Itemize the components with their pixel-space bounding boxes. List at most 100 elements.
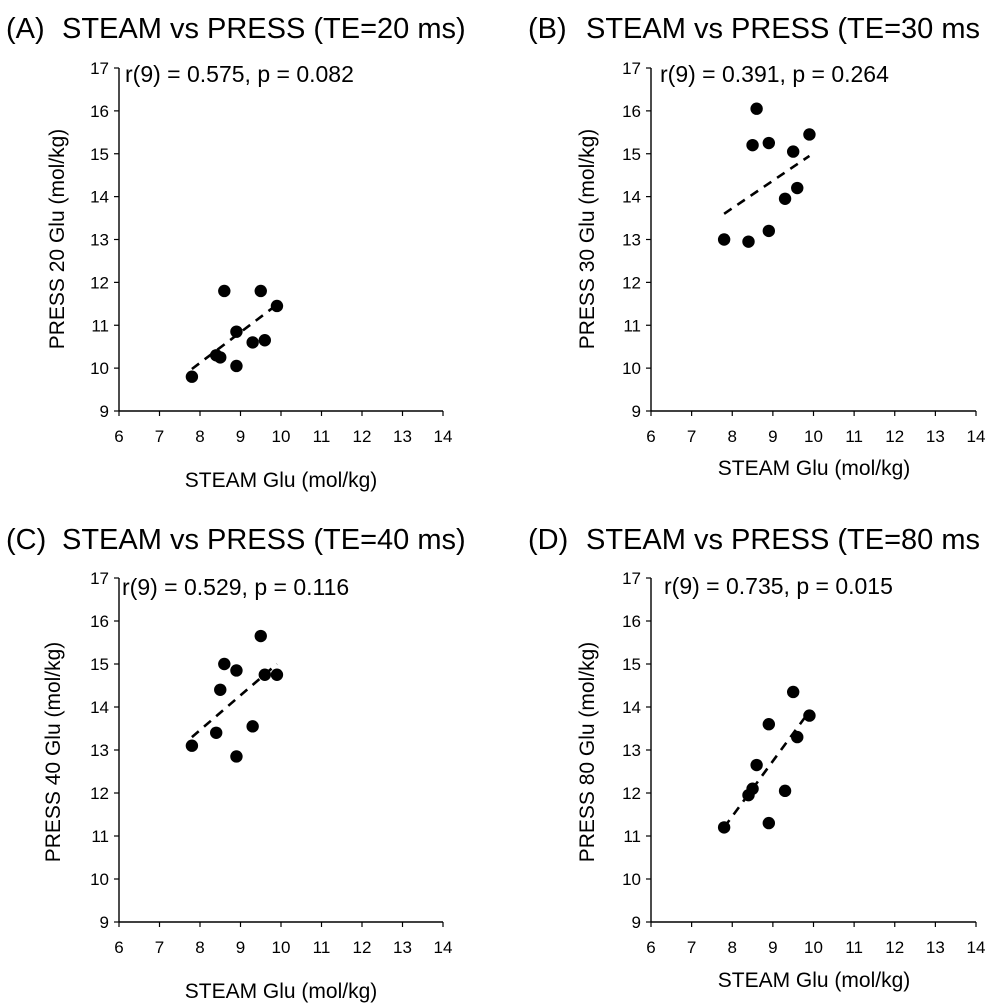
panel-b-x-tick-label: 11	[845, 427, 863, 446]
panel-b-x-tick-label: 10	[804, 427, 823, 446]
panel-d-x-axis-label: STEAM Glu (mol/kg)	[718, 969, 911, 992]
panel-b-x-tick-label: 14	[967, 427, 986, 446]
panel-a-y-axis-label: PRESS 20 Glu (mol/kg)	[46, 129, 69, 350]
panel-c-y-tick-label: 11	[91, 827, 109, 846]
panel-b-x-axis-label: STEAM Glu (mol/kg)	[718, 457, 911, 480]
panel-a-x-tick-label: 8	[195, 427, 204, 446]
panel-b-label: (B)	[528, 13, 567, 45]
panel-c-data-point	[270, 668, 284, 681]
panel-a-y-tick-label: 12	[90, 273, 109, 292]
panel-c-y-tick-label: 10	[90, 870, 109, 889]
panel-c-annotation: r(9) = 0.529, p = 0.116	[122, 574, 349, 600]
panel-b-y-axis-label: PRESS 30 Glu (mol/kg)	[576, 129, 599, 350]
panel-c-data-point	[214, 683, 227, 696]
panel-d-trendline	[723, 710, 811, 829]
panel-d-y-tick-label: 10	[622, 870, 641, 889]
panel-d-x-tick-label: 6	[646, 938, 655, 957]
panel-a: (A) STEAM vs PRESS (TE=20 ms) r(9) = 0.5…	[6, 13, 466, 492]
panel-a-data-point	[214, 351, 227, 364]
panel-d-x-tick-label: 9	[768, 938, 777, 957]
panel-c-y-tick-label: 15	[90, 655, 109, 674]
panel-d-data-point	[717, 821, 731, 834]
panel-a-data-point	[258, 334, 271, 347]
panel-b-data-point	[746, 138, 759, 152]
panel-b-data-point	[717, 233, 731, 246]
panel-d-label: (D)	[528, 524, 568, 556]
panel-c-x-tick-label: 9	[236, 938, 245, 957]
panel-a-data-point	[230, 359, 243, 373]
panel-b-data-point	[762, 136, 776, 150]
panel-b-title: STEAM vs PRESS (TE=30 ms	[586, 13, 980, 45]
panel-c-data-point	[230, 750, 243, 763]
panel-b-x-tick-label: 8	[728, 427, 737, 446]
panel-c-y-tick-label: 12	[90, 784, 109, 803]
panel-c-y-tick-label: 13	[90, 741, 109, 760]
panel-b-x-tick-label: 6	[646, 427, 655, 446]
panel-d-data-point	[803, 709, 816, 722]
panel-b-y-tick-label: 17	[622, 59, 641, 78]
panel-d-data-point	[762, 816, 776, 830]
panel-a-y-tick-label: 16	[90, 102, 109, 121]
panel-b-x-tick-label: 7	[687, 427, 696, 446]
panel-c-x-tick-label: 7	[155, 938, 164, 957]
panel-b-y-tick-label: 12	[622, 273, 641, 292]
panel-b-y-tick-label: 10	[622, 359, 641, 378]
panel-a-x-tick-label: 7	[155, 427, 164, 446]
panel-d-x-tick-label: 10	[804, 938, 823, 957]
panel-b-data-point	[750, 102, 763, 115]
panel-c-x-tick-label: 11	[313, 938, 331, 957]
panel-b-data-point	[786, 145, 800, 158]
panel-a-label: (A)	[6, 13, 45, 45]
panel-b-y-tick-label: 11	[623, 316, 641, 335]
panel-a-x-axis-label: STEAM Glu (mol/kg)	[185, 469, 378, 492]
panel-c-x-tick-label: 13	[393, 938, 412, 957]
panel-b: (B) STEAM vs PRESS (TE=30 ms r(9) = 0.39…	[528, 13, 985, 480]
panel-d-x-tick-label: 14	[967, 938, 986, 957]
panel-c-y-axis-label: PRESS 40 Glu (mol/kg)	[42, 642, 65, 863]
panel-a-y-tick-label: 9	[100, 402, 109, 421]
panel-a-x-tick-label: 9	[236, 427, 245, 446]
panel-c-data-point	[258, 668, 271, 681]
panel-a-x-tick-label: 11	[313, 427, 331, 446]
panel-c-y-tick-label: 17	[90, 569, 109, 588]
panel-d-y-tick-label: 12	[622, 784, 641, 803]
panel-a-x-tick-label: 6	[114, 427, 123, 446]
panel-d-y-tick-label: 16	[622, 612, 641, 631]
panel-a-y-tick-label: 17	[90, 59, 109, 78]
panel-d-x-tick-label: 13	[926, 938, 945, 957]
panel-c-data-point	[230, 664, 243, 677]
panel-a-y-tick-label: 14	[90, 188, 109, 207]
panel-d-x-tick-label: 7	[687, 938, 696, 957]
panel-d-x-tick-label: 11	[845, 938, 863, 957]
panel-d-data-point	[786, 685, 800, 699]
panel-a-annotation: r(9) = 0.575, p = 0.082	[125, 61, 354, 87]
panel-c-label: (C)	[6, 524, 46, 556]
panel-d-x-tick-label: 12	[885, 938, 904, 957]
panel-d-y-tick-label: 14	[622, 698, 641, 717]
panel-b-data-point	[762, 224, 776, 238]
panel-c-y-tick-label: 14	[90, 698, 109, 717]
panel-b-data-point	[742, 235, 755, 248]
panel-c-y-tick-label: 16	[90, 612, 109, 631]
panel-a-x-tick-label: 12	[353, 427, 372, 446]
panel-a-y-tick-label: 15	[90, 145, 109, 164]
panel-c: (C) STEAM vs PRESS (TE=40 ms) r(9) = 0.5…	[6, 524, 466, 1003]
panel-c-x-tick-label: 6	[114, 938, 123, 957]
panel-a-y-tick-label: 10	[90, 359, 109, 378]
panel-c-x-tick-label: 8	[195, 938, 204, 957]
panel-d-data-point	[762, 718, 776, 731]
panel-a-data-point	[230, 325, 243, 338]
panel-d-y-tick-label: 15	[622, 655, 641, 674]
panel-b-x-tick-label: 9	[768, 427, 777, 446]
panel-d-y-tick-label: 13	[622, 741, 641, 760]
panel-c-x-tick-label: 12	[353, 938, 372, 957]
panel-a-data-point	[254, 284, 267, 298]
panel-b-x-tick-label: 13	[926, 427, 945, 446]
panel-a-data-point	[270, 299, 284, 313]
panel-d-title: STEAM vs PRESS (TE=80 ms	[586, 524, 980, 556]
panel-a-data-point	[246, 336, 259, 349]
panel-b-trendline	[723, 154, 811, 215]
panel-d-data-point	[750, 758, 763, 772]
panel-d-data-point	[791, 730, 804, 744]
panel-a-data-point	[185, 370, 199, 383]
